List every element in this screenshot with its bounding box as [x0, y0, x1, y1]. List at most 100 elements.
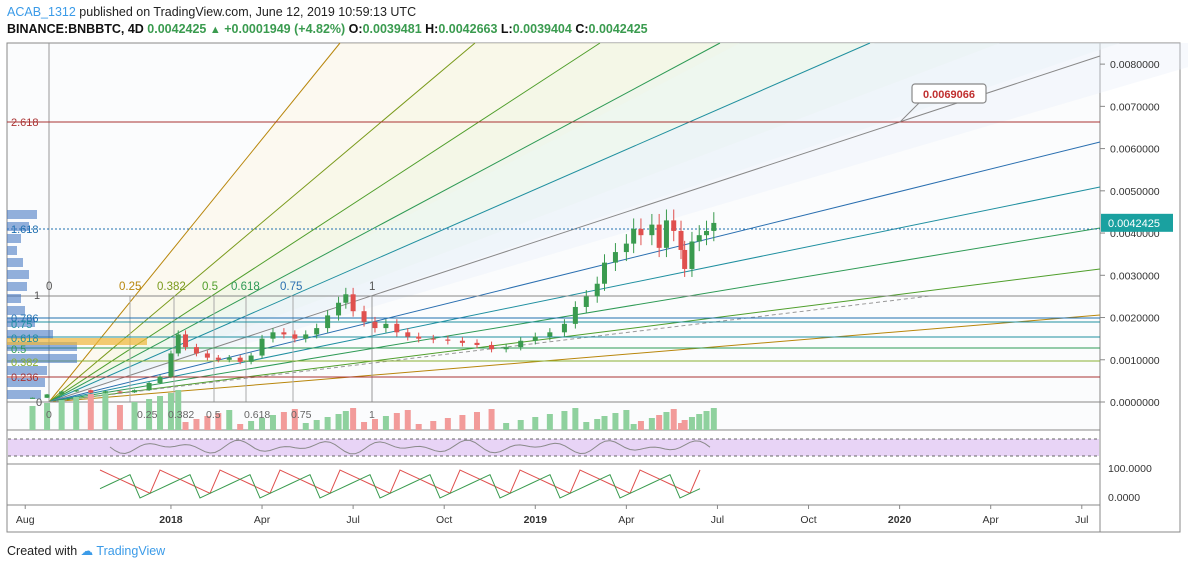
- volume-profile-bar: [7, 306, 25, 315]
- y-tick-label: 0.0060000: [1110, 144, 1160, 156]
- main-pane: [6, 42, 1101, 431]
- high-label: H:: [425, 22, 439, 36]
- fib-level-label: 0.236: [11, 372, 39, 384]
- volume-bar: [612, 413, 619, 430]
- high-value: 0.0042663: [438, 22, 498, 36]
- volume-bar: [102, 391, 109, 430]
- stoch-indicator: [99, 469, 701, 499]
- volume-profile-bar: [7, 282, 27, 291]
- volume-bar: [561, 411, 568, 430]
- candle-body: [303, 334, 309, 339]
- volume-profile-bar: [7, 330, 53, 339]
- fan-fill: [49, 43, 875, 402]
- volume-bar: [204, 416, 211, 430]
- volume-bar: [342, 411, 349, 430]
- volume-bar: [444, 418, 451, 430]
- fan-top-label: 0: [46, 281, 52, 293]
- target-callout-box: [911, 83, 987, 104]
- candle-body: [350, 294, 356, 312]
- volume-bar: [350, 408, 357, 430]
- volume-bar: [503, 423, 510, 430]
- fan-top-label: 0.618: [231, 281, 260, 293]
- x-axis-ticks: Aug 2018 Apr Jul Oct 2019 Apr Jul Oct 2020 Apr Jul: [16, 505, 1089, 526]
- chart-labels: 2.6181.61810.7860.750.6180.50.3820.23600…: [11, 83, 987, 421]
- candle-body: [336, 302, 342, 316]
- stoch-axis-label: 100.0000: [1108, 463, 1152, 475]
- candle-body: [503, 347, 509, 350]
- fan-line: [48, 314, 1101, 403]
- candle-body: [157, 376, 163, 383]
- created-with-text: Created with: [7, 544, 78, 558]
- candle-body: [259, 338, 265, 356]
- volume-bar: [215, 413, 222, 430]
- candle-body: [489, 344, 495, 350]
- candle-body: [696, 235, 702, 242]
- fib-level-label: 2.618: [11, 117, 39, 129]
- footer: Created with ☁ TradingView: [7, 543, 165, 558]
- candle-body: [215, 357, 221, 360]
- fib-levels: [7, 121, 1100, 403]
- y-tick-label: 0.0000000: [1110, 397, 1160, 409]
- volume-bar: [280, 412, 287, 430]
- author-link[interactable]: ACAB_1312: [7, 5, 76, 19]
- candles: [30, 209, 717, 399]
- fan-fill: [49, 43, 1000, 402]
- tradingview-logo-icon[interactable]: ☁: [80, 544, 94, 558]
- volume-bar: [269, 415, 276, 430]
- fan-fill: [49, 43, 740, 402]
- volume-bar: [696, 414, 703, 430]
- candle-body: [237, 357, 243, 362]
- volume-bar: [182, 422, 189, 430]
- volume-profile-bar: [7, 258, 23, 267]
- rsi-indicator: [8, 438, 1099, 457]
- volume-bar: [324, 417, 331, 430]
- candle-body: [168, 353, 174, 377]
- volume-bar: [237, 424, 244, 430]
- candle-body: [102, 391, 108, 393]
- volume-bar: [393, 413, 400, 430]
- candle-body: [405, 332, 411, 337]
- volume-profile-bar: [7, 390, 41, 399]
- fan-line: [48, 268, 1101, 403]
- fan-line: [48, 55, 1101, 403]
- x-tick-label: Apr: [254, 514, 271, 526]
- volume-bar: [291, 409, 298, 430]
- y-axis-ticks: 0.0000000 0.0010000 0.0020000 0.0030000 0.00…: [1100, 59, 1173, 504]
- target-callout-label: 0.0069066: [923, 89, 975, 101]
- volume-bar: [226, 410, 233, 430]
- candle-body: [226, 357, 232, 360]
- volume-bar: [623, 410, 630, 430]
- x-tick-label: Jul: [1075, 514, 1088, 526]
- tradingview-brand[interactable]: TradingView: [96, 544, 166, 558]
- fan-fill: [49, 43, 1188, 402]
- fan-bottom-label: 0.75: [291, 409, 312, 421]
- volume-profile-bar: [7, 378, 45, 387]
- current-price-label: 0.0042425: [1108, 218, 1160, 230]
- candle-body: [314, 328, 320, 335]
- volume-bar: [459, 415, 466, 430]
- gann-fan: [48, 42, 1188, 403]
- candle-body: [656, 224, 662, 248]
- candle-body: [689, 241, 695, 269]
- candle-body: [117, 391, 123, 393]
- candle-body: [30, 397, 36, 399]
- price-axis: [1099, 42, 1181, 533]
- y-tick-label: 0.0080000: [1110, 59, 1160, 71]
- volume-bar: [415, 424, 422, 430]
- volume-bar: [583, 422, 590, 430]
- candle-body: [281, 332, 287, 335]
- x-tick-label: Oct: [436, 514, 452, 526]
- volume-bar: [546, 414, 553, 430]
- volume-bar: [572, 408, 579, 430]
- candle-body: [663, 220, 669, 248]
- fan-top-label: 0.382: [157, 281, 186, 293]
- volume-bars: [29, 390, 717, 430]
- volume-bar: [44, 403, 51, 430]
- volume-bar: [532, 417, 539, 430]
- volume-bar: [157, 396, 164, 430]
- candle-body: [343, 294, 349, 303]
- volume-bar: [361, 422, 368, 430]
- volume-bar: [601, 416, 608, 430]
- volume-bar: [710, 408, 717, 430]
